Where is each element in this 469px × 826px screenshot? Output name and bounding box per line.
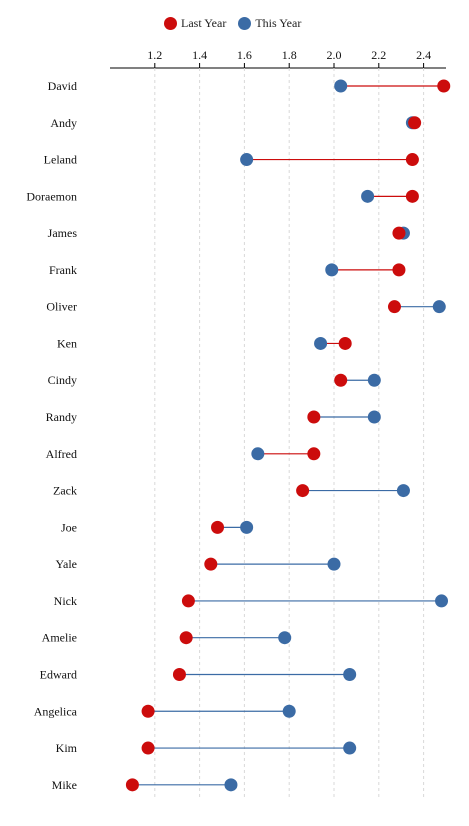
point-this-year (435, 594, 449, 608)
point-last-year (405, 153, 419, 167)
x-tick-label: 2.0 (327, 48, 342, 62)
point-last-year (296, 484, 310, 498)
category-label: Oliver (46, 300, 77, 314)
category-label: Andy (50, 116, 77, 130)
point-this-year (334, 79, 348, 93)
point-last-year (141, 741, 155, 755)
point-this-year (367, 410, 381, 424)
category-label: Kim (56, 741, 78, 755)
x-tick-label: 1.6 (237, 48, 252, 62)
point-last-year (392, 263, 406, 277)
point-last-year (338, 336, 352, 350)
point-last-year (408, 116, 422, 130)
legend: Last Year This Year (164, 16, 313, 31)
category-label: James (48, 226, 78, 240)
x-tick-label: 2.4 (416, 48, 431, 62)
point-this-year (224, 778, 238, 792)
point-last-year (437, 79, 451, 93)
point-last-year (125, 778, 139, 792)
point-last-year (181, 594, 195, 608)
point-this-year (367, 373, 381, 387)
legend-swatch-last-year (164, 17, 177, 30)
category-label: Edward (40, 667, 77, 681)
point-last-year (307, 410, 321, 424)
point-this-year (361, 189, 375, 203)
point-this-year (327, 557, 341, 571)
category-label: David (48, 79, 77, 93)
category-label: Alfred (46, 447, 77, 461)
category-label: Zack (53, 484, 77, 498)
point-last-year (141, 704, 155, 718)
category-label: Amelie (42, 631, 77, 645)
point-this-year (240, 520, 254, 534)
category-label: Randy (46, 410, 77, 424)
point-last-year (204, 557, 218, 571)
category-label: Mike (52, 778, 77, 792)
category-label: Nick (54, 594, 77, 608)
point-last-year (334, 373, 348, 387)
point-this-year (325, 263, 339, 277)
point-this-year (251, 447, 265, 461)
point-last-year (211, 520, 225, 534)
point-this-year (278, 631, 292, 645)
point-last-year (179, 631, 193, 645)
point-this-year (240, 153, 254, 167)
point-this-year (432, 300, 446, 314)
point-last-year (172, 667, 186, 681)
category-label: Joe (61, 520, 77, 534)
x-tick-label: 1.8 (282, 48, 297, 62)
legend-swatch-this-year (238, 17, 252, 30)
legend-item-last-year[interactable]: Last Year (164, 16, 226, 31)
x-tick-label: 1.2 (147, 48, 162, 62)
point-this-year (314, 336, 328, 350)
category-label: Frank (49, 263, 77, 277)
legend-label-last-year: Last Year (181, 16, 227, 30)
x-tick-label: 1.4 (192, 48, 207, 62)
category-label: Ken (57, 336, 77, 350)
point-last-year (307, 447, 321, 461)
category-label: Yale (56, 557, 77, 571)
category-label: Angelica (34, 704, 78, 718)
point-last-year (405, 189, 419, 203)
category-label: Cindy (48, 373, 77, 387)
category-label: Leland (44, 153, 77, 167)
legend-label-this-year: This Year (255, 16, 302, 30)
point-this-year (396, 484, 410, 498)
point-last-year (387, 300, 401, 314)
category-label: Doraemon (26, 189, 77, 203)
legend-item-this-year[interactable]: This Year (238, 16, 301, 31)
point-this-year (282, 704, 296, 718)
point-this-year (343, 741, 357, 755)
x-tick-label: 2.2 (371, 48, 386, 62)
point-last-year (392, 226, 406, 240)
point-this-year (343, 667, 357, 681)
